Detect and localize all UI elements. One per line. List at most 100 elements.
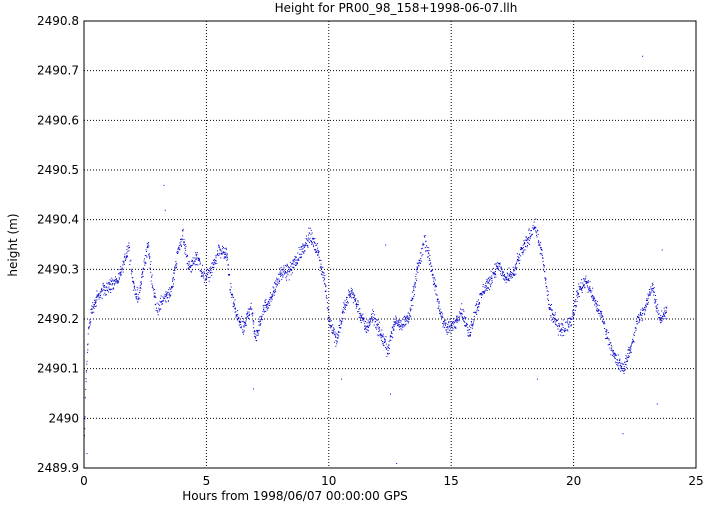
data-point (157, 311, 159, 313)
data-point (618, 361, 620, 363)
data-point (397, 320, 399, 322)
data-point (394, 318, 396, 320)
data-point (253, 327, 255, 329)
data-point (272, 286, 274, 288)
data-point (640, 314, 642, 316)
data-point (508, 278, 510, 279)
data-point (466, 329, 468, 331)
data-point (532, 225, 534, 227)
data-point (154, 289, 156, 291)
data-point (282, 273, 284, 275)
data-point (245, 320, 247, 322)
data-point (554, 312, 556, 314)
data-point (422, 254, 424, 256)
data-point (601, 315, 603, 317)
data-point (635, 328, 637, 330)
data-point (323, 272, 325, 274)
data-point (626, 358, 628, 360)
data-point (382, 335, 384, 337)
data-point (409, 315, 411, 317)
data-point (381, 335, 383, 337)
data-point (509, 276, 511, 278)
data-point (475, 305, 477, 307)
y-axis-ticks: 2489.924902490.12490.22490.32490.42490.5… (37, 14, 79, 475)
data-point (405, 323, 407, 325)
data-point (461, 312, 463, 314)
data-point (278, 273, 280, 275)
data-point (461, 309, 463, 311)
data-point (107, 282, 109, 284)
data-point (587, 281, 589, 283)
data-point (527, 239, 529, 241)
data-point (451, 323, 453, 324)
data-point (508, 274, 510, 276)
data-point (195, 258, 197, 260)
data-point (535, 234, 537, 236)
data-point (533, 221, 535, 223)
data-point (501, 271, 503, 273)
data-point (335, 336, 337, 338)
data-point (505, 279, 507, 281)
data-point (376, 324, 378, 326)
data-point (439, 308, 441, 310)
data-point (224, 254, 226, 256)
data-point (552, 312, 554, 314)
data-point (568, 323, 570, 325)
data-point (398, 324, 400, 326)
data-point (294, 258, 296, 260)
data-point (384, 342, 386, 343)
data-point (450, 328, 452, 330)
data-point (577, 294, 579, 296)
data-point (652, 283, 654, 285)
data-point (530, 230, 532, 232)
data-point (112, 288, 114, 290)
data-point (415, 278, 417, 280)
data-point (419, 252, 421, 254)
data-point (540, 247, 542, 249)
data-point (115, 276, 116, 278)
data-point (641, 314, 643, 316)
data-point (419, 261, 421, 263)
data-point (243, 326, 245, 328)
data-point (285, 264, 287, 266)
data-point (436, 294, 438, 296)
data-point (201, 273, 203, 275)
data-point (557, 324, 559, 326)
data-point (230, 282, 232, 284)
data-point (605, 337, 607, 339)
data-point (190, 266, 192, 268)
data-point (317, 250, 319, 252)
data-point (653, 291, 655, 293)
data-point (592, 295, 594, 297)
data-point (139, 289, 141, 291)
data-point (499, 265, 501, 267)
data-point (569, 321, 571, 323)
data-point (336, 343, 338, 345)
data-point (101, 290, 103, 292)
data-point (381, 336, 383, 338)
data-point (557, 334, 559, 336)
data-point (127, 251, 129, 253)
data-point (114, 280, 116, 282)
data-point (369, 323, 371, 325)
data-point (607, 337, 609, 339)
data-point (358, 308, 360, 310)
data-point (361, 320, 363, 322)
data-point (308, 227, 310, 229)
data-point (193, 260, 195, 262)
data-point (590, 292, 592, 294)
data-point (242, 320, 244, 322)
data-point (172, 277, 174, 279)
data-point (105, 294, 107, 296)
data-point (205, 278, 207, 280)
data-point (568, 325, 570, 327)
data-point (103, 285, 105, 286)
data-point (141, 273, 143, 275)
data-point (225, 249, 227, 251)
data-point (244, 323, 246, 325)
data-point (109, 282, 111, 284)
data-point (133, 287, 135, 289)
data-point (526, 240, 528, 242)
data-point (112, 283, 114, 284)
data-point (101, 287, 103, 289)
